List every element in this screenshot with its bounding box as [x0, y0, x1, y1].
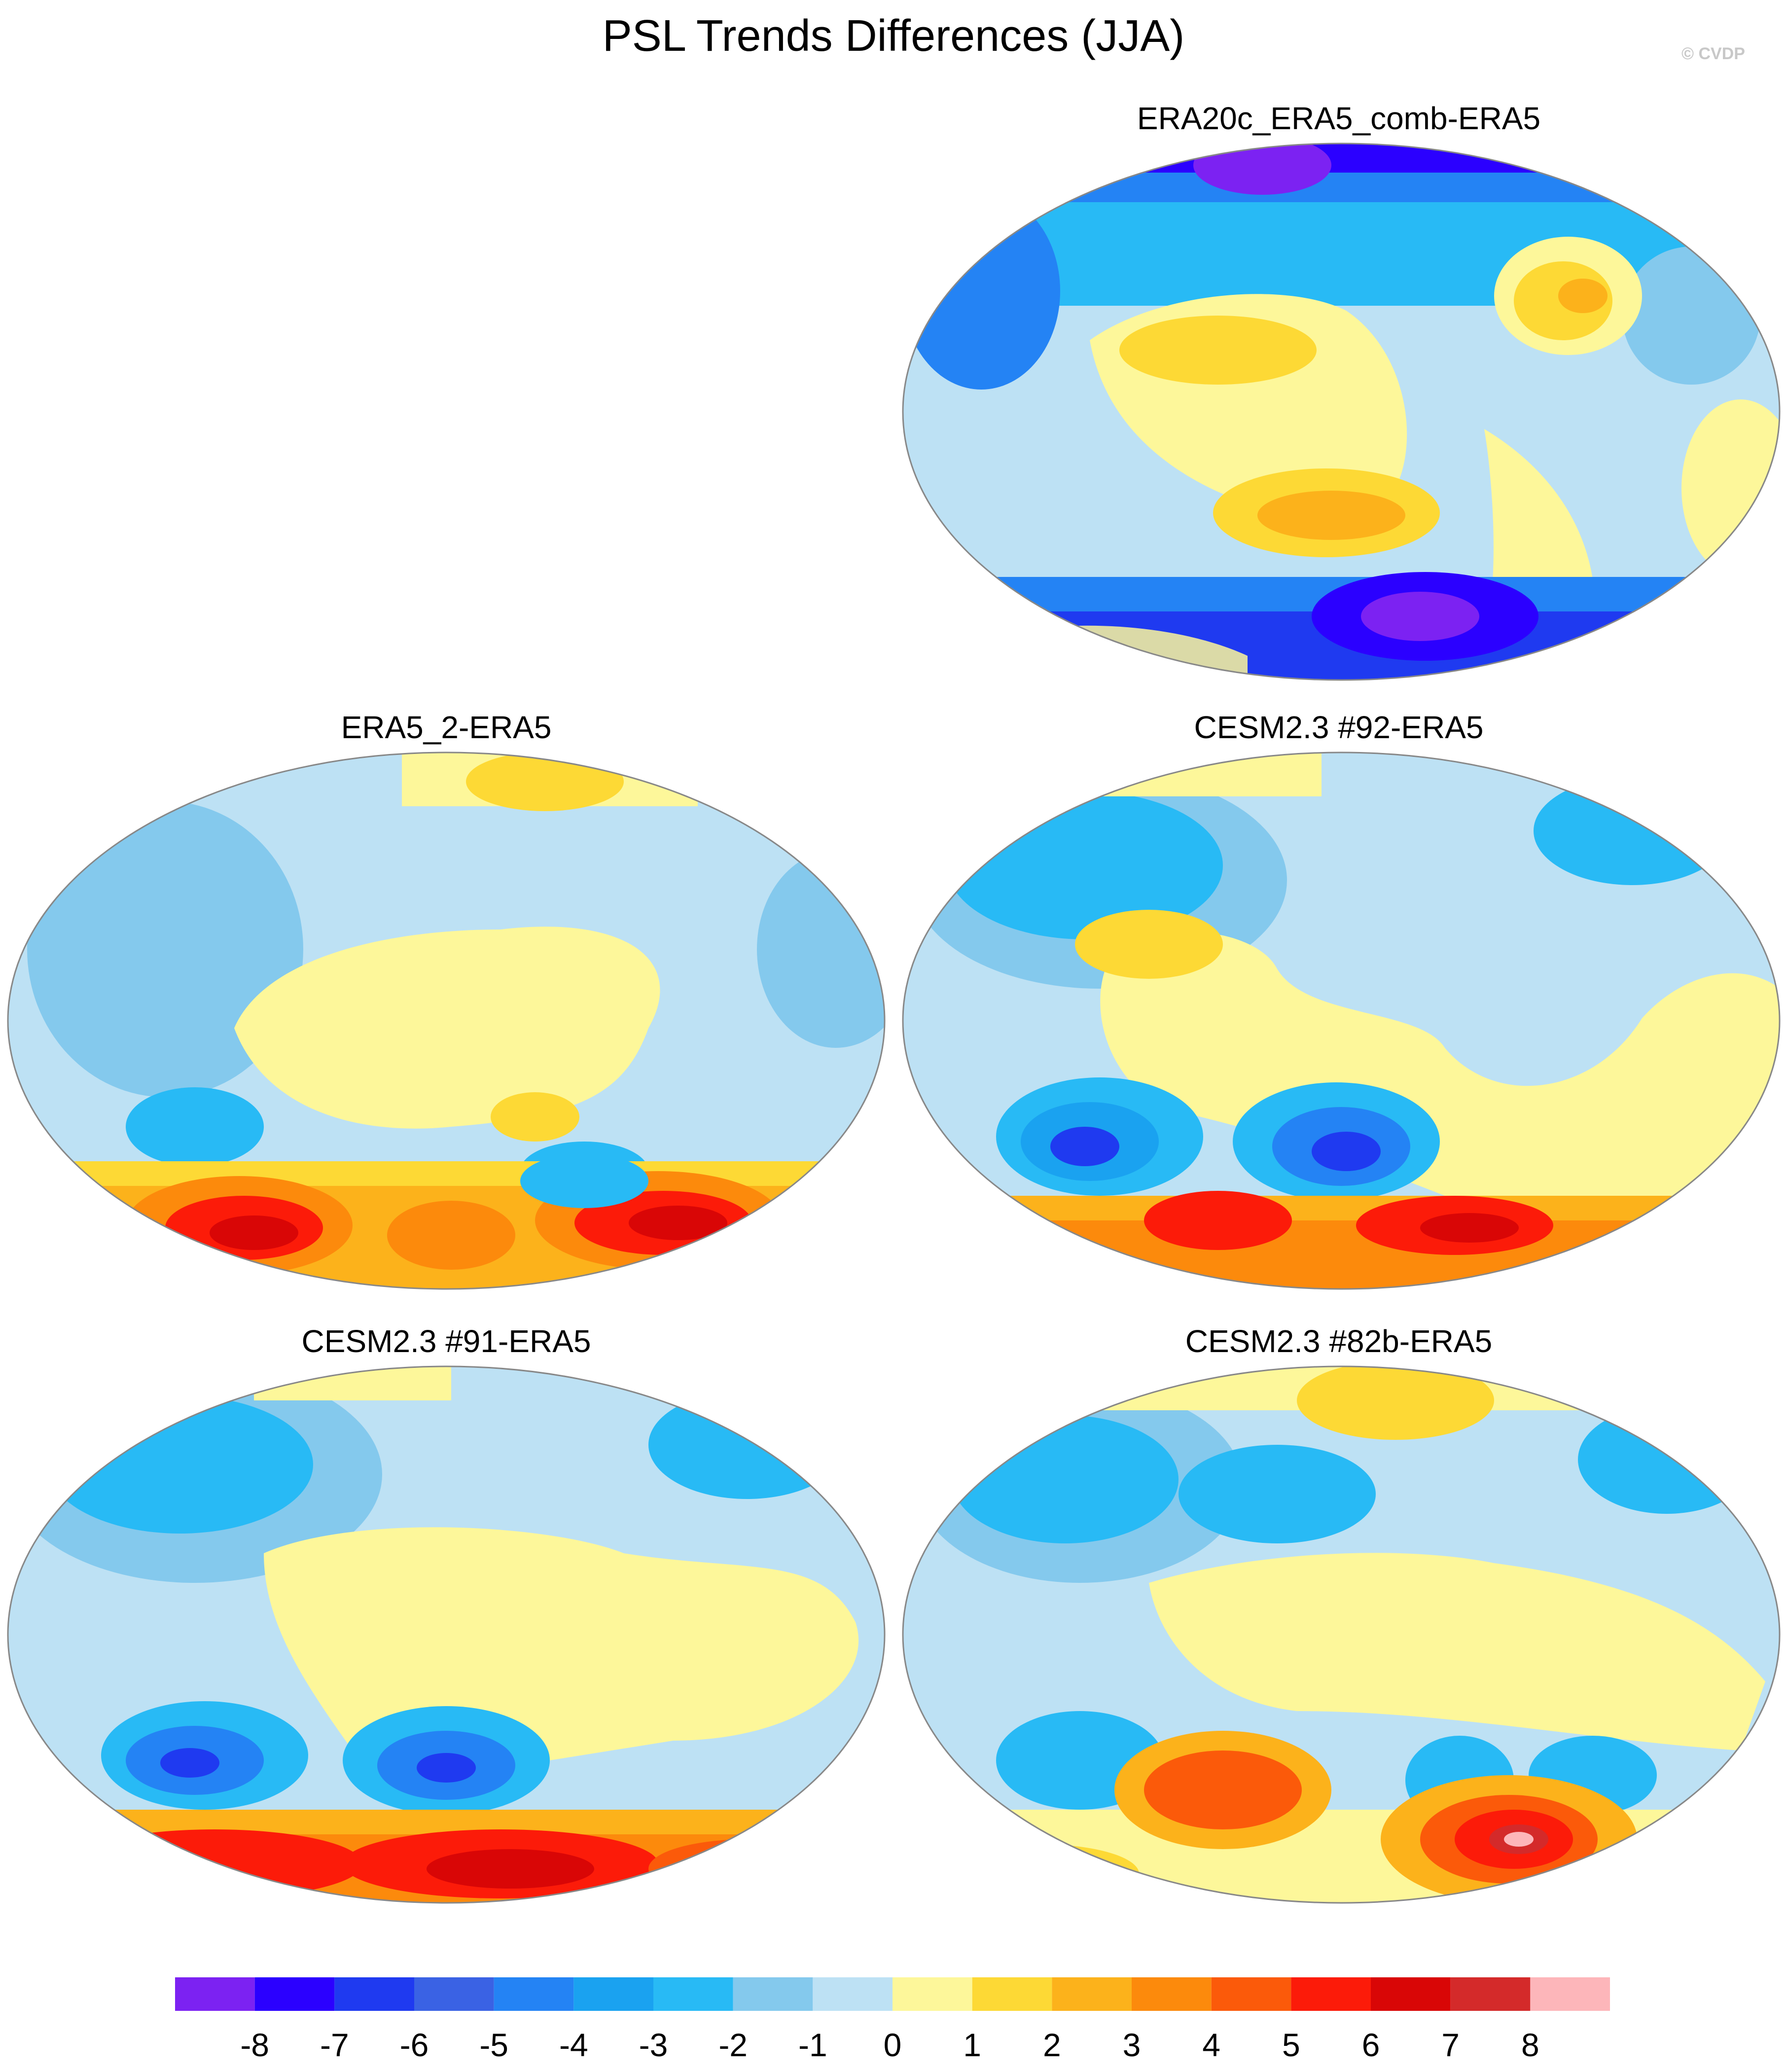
panel-title-cesm-91: CESM2.3 #91-ERA5	[301, 1323, 591, 1359]
colorbar-box	[1132, 1977, 1212, 2011]
colorbar-box	[813, 1977, 893, 2011]
colorbar-box	[653, 1977, 733, 2011]
colorbar-label: -4	[559, 2027, 588, 2063]
map-panel-era20c	[902, 143, 1781, 681]
colorbar-label: -5	[479, 2027, 508, 2063]
colorbar-box	[334, 1977, 414, 2011]
panel-title-era5-2: ERA5_2-ERA5	[341, 710, 552, 745]
map-panel-cesm-92	[902, 751, 1781, 1290]
colorbar-box	[893, 1977, 972, 2011]
colorbar-label: -8	[240, 2027, 269, 2063]
figure-title: PSL Trends Differences (JJA)	[602, 11, 1185, 61]
colorbar: -8 -7 -6 -5 -4 -3 -2 -1 0 1 2 3 4 5 6 7 8	[175, 1977, 1610, 2063]
colorbar-label: -7	[320, 2027, 349, 2063]
map-panel-era5-2	[7, 751, 886, 1290]
colorbar-box	[1052, 1977, 1132, 2011]
credit-watermark: © CVDP	[1681, 44, 1745, 63]
colorbar-box	[175, 1977, 255, 2011]
colorbar-box	[1371, 1977, 1451, 2011]
colorbar-label: -1	[798, 2027, 827, 2063]
colorbar-label: 1	[963, 2027, 981, 2063]
panel-title-cesm-82b: CESM2.3 #82b-ERA5	[1185, 1323, 1493, 1359]
map-panel-cesm-91	[7, 1365, 886, 1904]
colorbar-box	[494, 1977, 574, 2011]
colorbar-label: 3	[1123, 2027, 1141, 2063]
colorbar-box	[733, 1977, 813, 2011]
colorbar-box	[573, 1977, 653, 2011]
colorbar-label: 5	[1282, 2027, 1300, 2063]
colorbar-label: 0	[884, 2027, 902, 2063]
colorbar-box	[254, 1977, 335, 2011]
colorbar-label: 2	[1043, 2027, 1061, 2063]
colorbar-label: -3	[639, 2027, 668, 2063]
colorbar-label: 6	[1362, 2027, 1380, 2063]
map-panel-cesm-82b	[902, 1365, 1781, 1904]
panel-title-cesm-92: CESM2.3 #92-ERA5	[1194, 710, 1484, 745]
colorbar-box	[1211, 1977, 1291, 2011]
colorbar-label: 4	[1202, 2027, 1220, 2063]
colorbar-label: 8	[1521, 2027, 1539, 2063]
colorbar-label: -2	[718, 2027, 748, 2063]
colorbar-label: -6	[400, 2027, 429, 2063]
colorbar-box	[1291, 1977, 1371, 2011]
colorbar-box	[1530, 1977, 1610, 2011]
panel-title-era20c: ERA20c_ERA5_comb-ERA5	[1137, 101, 1541, 136]
colorbar-box	[414, 1977, 494, 2011]
colorbar-box	[1450, 1977, 1531, 2011]
colorbar-box	[972, 1977, 1052, 2011]
colorbar-label: 7	[1441, 2027, 1460, 2063]
